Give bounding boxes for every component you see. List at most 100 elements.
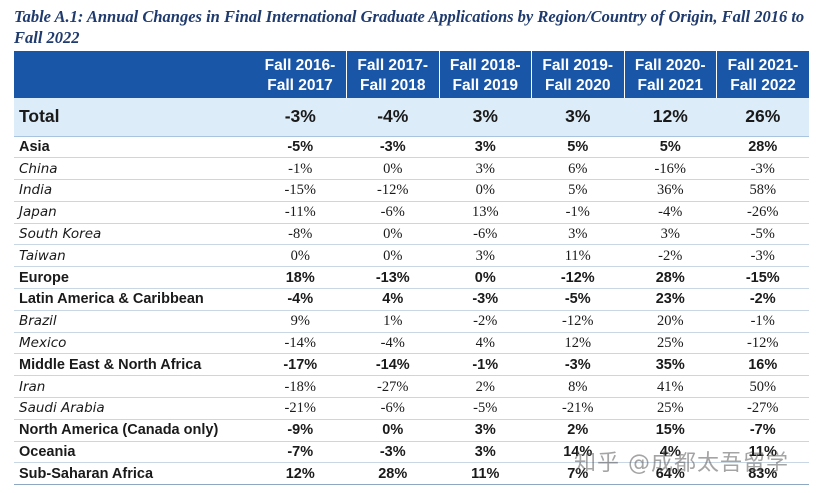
change-value: -3%	[531, 353, 624, 377]
change-value: 1%	[346, 310, 439, 333]
total-label: Total	[14, 98, 254, 137]
column-header: Fall 2016- Fall 2017	[254, 51, 347, 98]
change-value: -12%	[346, 179, 439, 202]
change-value: 4%	[346, 288, 439, 311]
change-value: -14%	[254, 332, 347, 355]
region-label: Europe	[14, 266, 254, 290]
change-value: 8%	[531, 375, 624, 399]
change-value: -3%	[439, 288, 532, 311]
change-value: -3%	[346, 441, 439, 464]
region-row: Sub-Saharan Africa 12% 28% 11% 7% 64% 83%	[14, 462, 809, 486]
change-value: -15%	[716, 266, 809, 290]
change-value: 25%	[624, 397, 717, 420]
change-value: 64%	[624, 462, 717, 486]
change-value: -9%	[254, 419, 347, 442]
total-value: 3%	[439, 98, 532, 137]
header-row: Fall 2016- Fall 2017 Fall 2017- Fall 2018 …	[14, 51, 809, 98]
change-value: 12%	[531, 332, 624, 355]
change-value: 3%	[439, 419, 532, 442]
change-value: 9%	[254, 310, 347, 333]
country-label: Saudi Arabia	[14, 397, 254, 420]
change-value: -21%	[531, 397, 624, 420]
column-header: Fall 2021- Fall 2022	[716, 51, 809, 98]
country-label: Taiwan	[14, 244, 254, 268]
change-value: 50%	[716, 375, 809, 399]
change-value: -21%	[254, 397, 347, 420]
country-row: Saudi Arabia -21% -6% -5% -21% 25% -27%	[14, 397, 809, 420]
country-label: India	[14, 179, 254, 202]
column-header: Fall 2020- Fall 2021	[624, 51, 717, 98]
change-value: -4%	[624, 201, 717, 224]
change-value: -12%	[531, 266, 624, 290]
change-value: 28%	[624, 266, 717, 290]
country-label: China	[14, 157, 254, 181]
region-row: Latin America & Caribbean -4% 4% -3% -5% 23% -…	[14, 288, 809, 311]
change-value: 28%	[716, 136, 809, 159]
change-value: 7%	[531, 462, 624, 486]
region-row: Europe 18% -13% 0% -12% 28% -15%	[14, 266, 809, 290]
change-value: 4%	[439, 332, 532, 355]
region-label: Asia	[14, 136, 254, 159]
column-header: Fall 2018- Fall 2019	[439, 51, 532, 98]
change-value: -3%	[716, 157, 809, 181]
change-value: -5%	[716, 223, 809, 246]
change-value: 0%	[439, 266, 532, 290]
change-value: 15%	[624, 419, 717, 442]
change-value: 11%	[716, 441, 809, 464]
total-value: -3%	[254, 98, 347, 137]
region-row: Oceania -7% -3% 3% 14% 4% 11%	[14, 441, 809, 464]
change-value: -1%	[254, 157, 347, 181]
region-row: North America (Canada only) -9% 0% 3% 2% 15% -…	[14, 419, 809, 442]
change-value: -27%	[716, 397, 809, 420]
country-label: South Korea	[14, 223, 254, 246]
change-value: -6%	[439, 223, 532, 246]
country-row: Japan -11% -6% 13% -1% -4% -26%	[14, 201, 809, 224]
change-value: 13%	[439, 201, 532, 224]
change-value: 6%	[531, 157, 624, 181]
country-label: Iran	[14, 375, 254, 399]
country-row: Mexico -14% -4% 4% 12% 25% -12%	[14, 332, 809, 355]
change-value: -3%	[346, 136, 439, 159]
country-label: Brazil	[14, 310, 254, 333]
change-value: -5%	[531, 288, 624, 311]
change-value: 23%	[624, 288, 717, 311]
change-value: 3%	[439, 441, 532, 464]
country-row: Taiwan 0% 0% 3% 11% -2% -3%	[14, 244, 809, 268]
change-value: 14%	[531, 441, 624, 464]
change-value: -3%	[716, 244, 809, 268]
change-value: -18%	[254, 375, 347, 399]
total-value: -4%	[346, 98, 439, 137]
total-row: Total -3% -4% 3% 3% 12% 26%	[14, 98, 809, 137]
change-value: -6%	[346, 397, 439, 420]
region-label: Latin America & Caribbean	[14, 288, 254, 311]
change-value: 5%	[624, 136, 717, 159]
change-value: 83%	[716, 462, 809, 486]
change-value: 41%	[624, 375, 717, 399]
change-value: -1%	[531, 201, 624, 224]
total-value: 26%	[716, 98, 809, 137]
change-value: -7%	[716, 419, 809, 442]
change-value: -11%	[254, 201, 347, 224]
region-row: Middle East & North Africa -17% -14% -1% -3%…	[14, 353, 809, 377]
change-value: -4%	[346, 332, 439, 355]
change-value: 2%	[531, 419, 624, 442]
country-row: Brazil 9% 1% -2% -12% 20% -1%	[14, 310, 809, 333]
country-row: China -1% 0% 3% 6% -16% -3%	[14, 157, 809, 181]
header-label-cell	[14, 51, 254, 98]
change-value: 0%	[346, 419, 439, 442]
change-value: 0%	[346, 244, 439, 268]
country-label: Japan	[14, 201, 254, 224]
country-label: Mexico	[14, 332, 254, 355]
change-value: 3%	[531, 223, 624, 246]
change-value: 11%	[531, 244, 624, 268]
change-value: 36%	[624, 179, 717, 202]
total-value: 3%	[531, 98, 624, 137]
change-value: -12%	[531, 310, 624, 333]
change-value: -15%	[254, 179, 347, 202]
region-label: Oceania	[14, 441, 254, 464]
change-value: 20%	[624, 310, 717, 333]
applications-table: Fall 2016- Fall 2017 Fall 2017- Fall 2018 …	[14, 51, 809, 486]
region-row: Asia -5% -3% 3% 5% 5% 28%	[14, 136, 809, 159]
change-value: -6%	[346, 201, 439, 224]
change-value: -2%	[439, 310, 532, 333]
